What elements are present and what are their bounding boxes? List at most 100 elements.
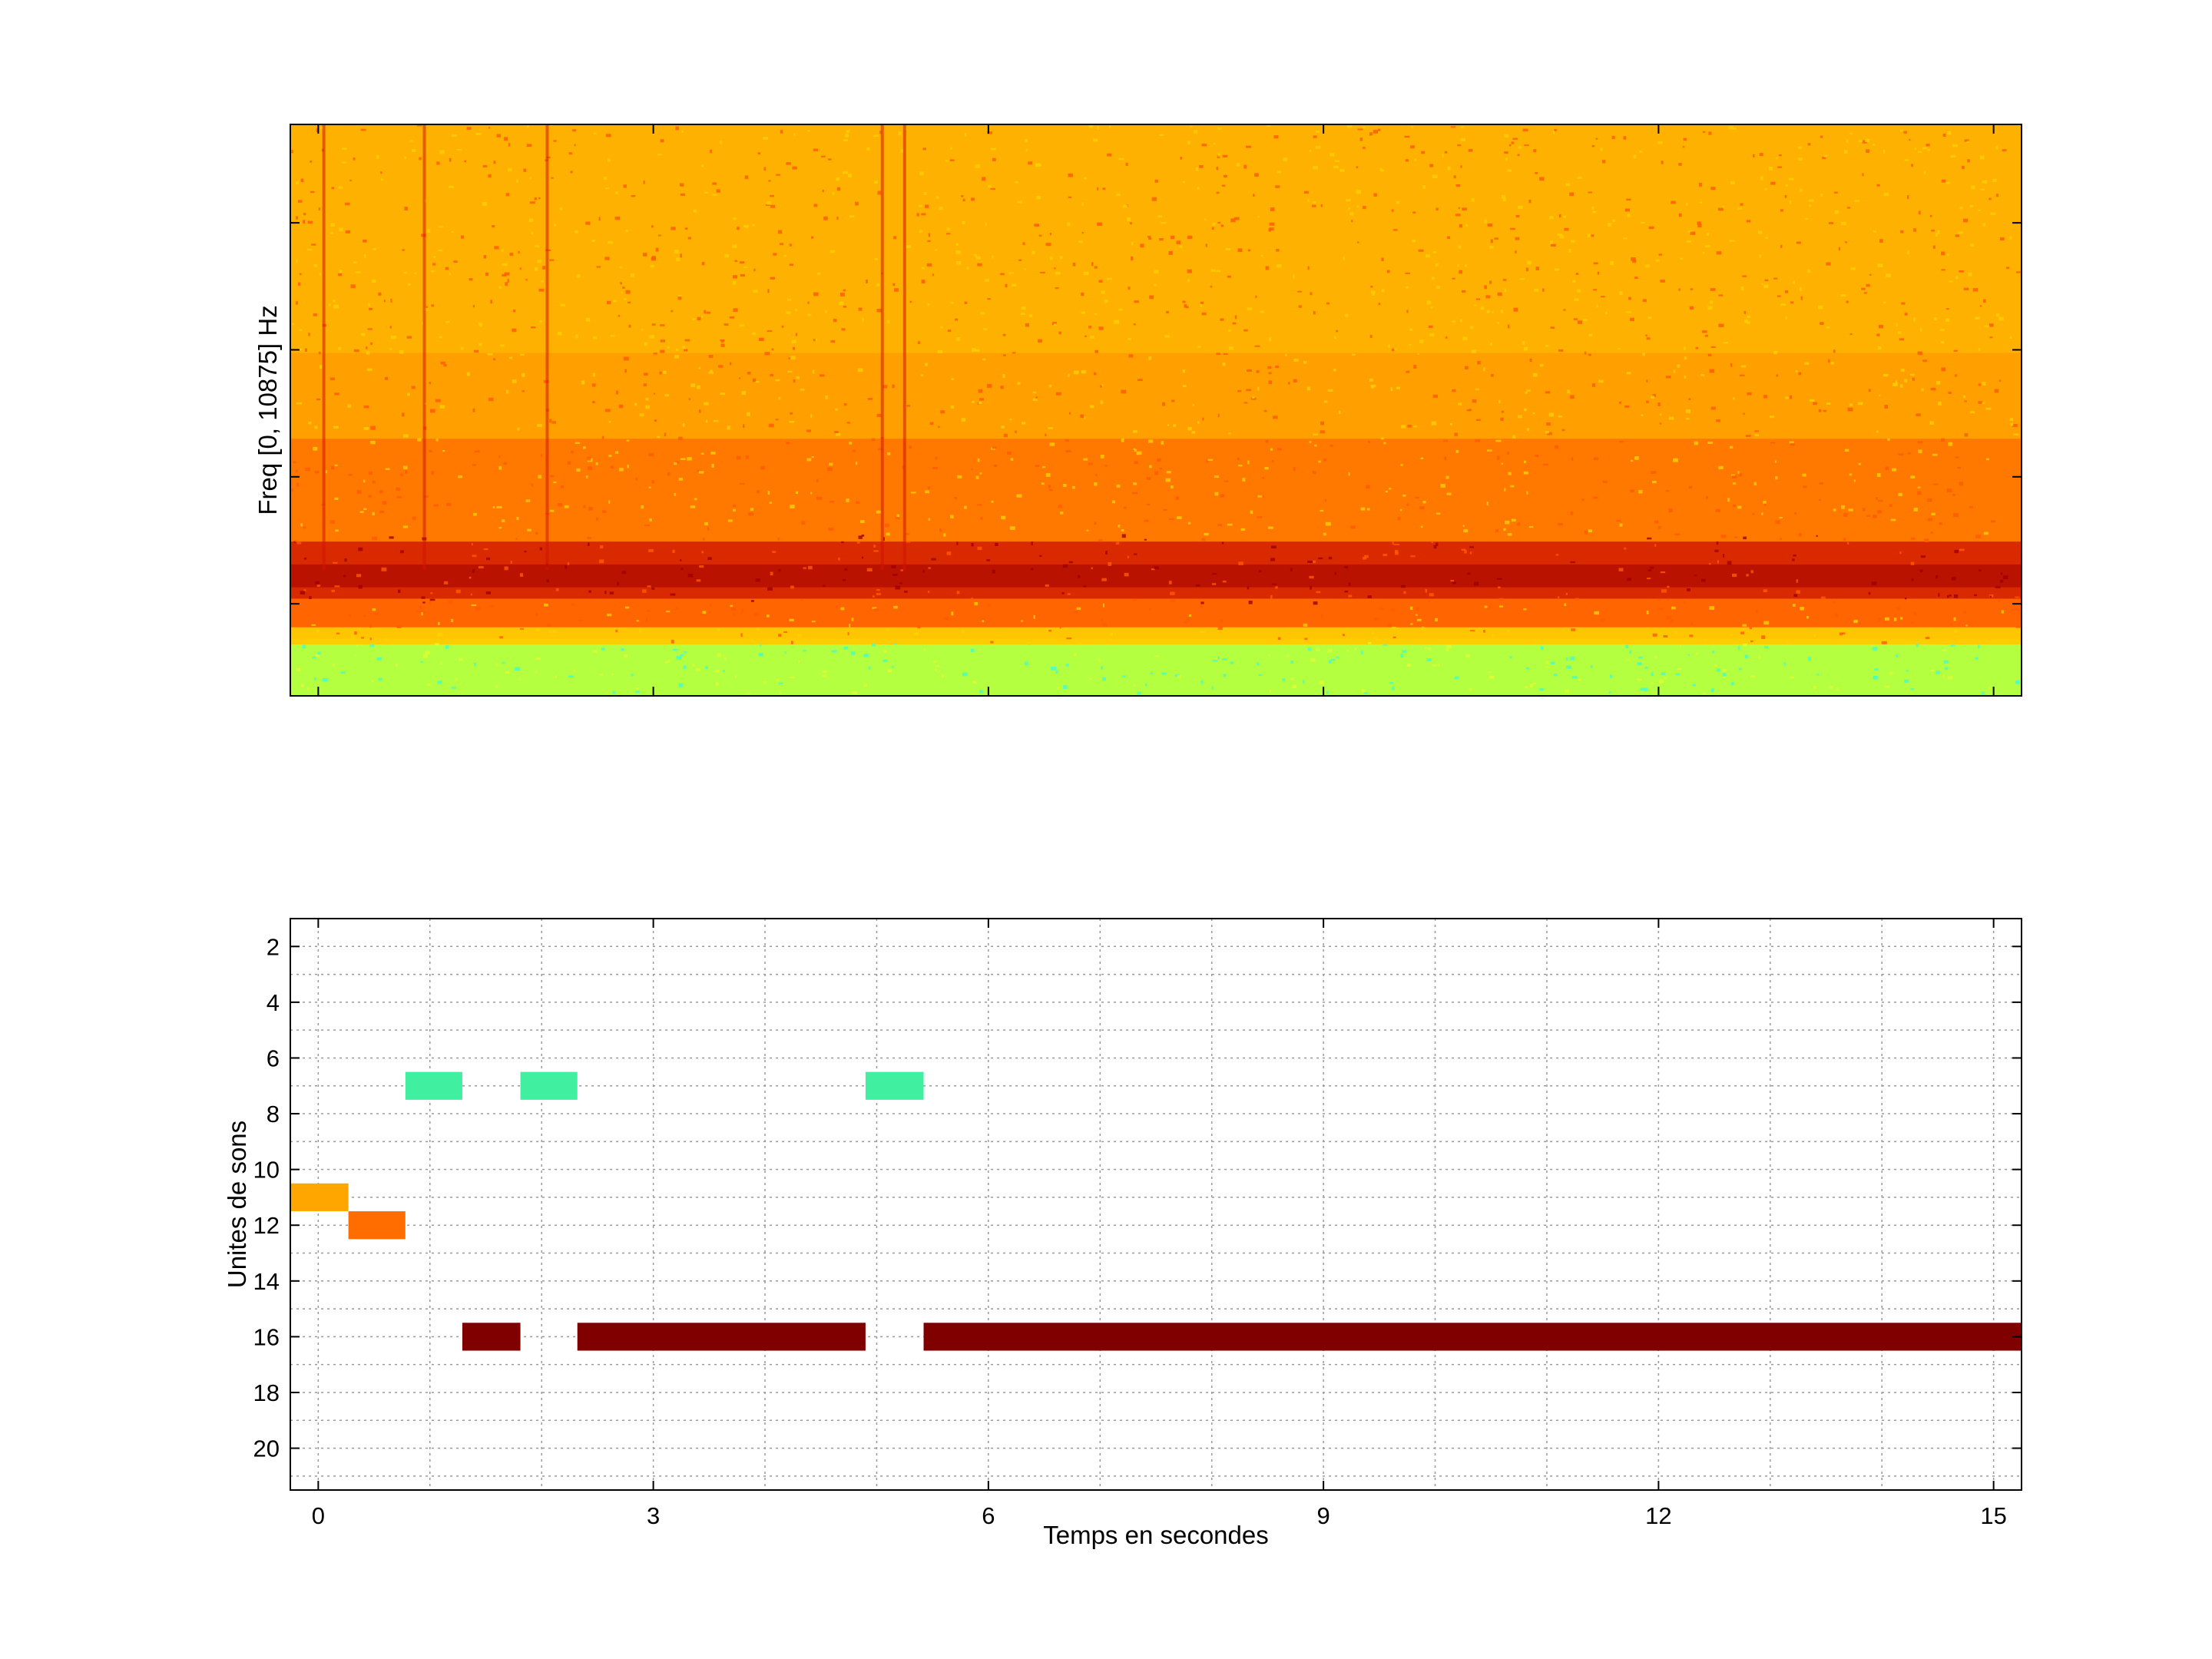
spectrogram-speckle bbox=[724, 323, 729, 326]
spectrogram-speckle bbox=[1069, 412, 1071, 415]
spectrogram-speckle bbox=[1490, 239, 1493, 243]
spectrogram-speckle bbox=[775, 379, 780, 382]
spectrogram-speckle bbox=[1290, 678, 1294, 680]
spectrogram-speckle bbox=[1094, 482, 1098, 486]
spectrogram-speckle bbox=[1148, 356, 1151, 360]
spectrogram-speckle bbox=[1756, 609, 1758, 614]
spectrogram-speckle bbox=[1689, 306, 1694, 310]
spectrogram-speckle bbox=[1654, 544, 1657, 547]
spectrogram-speckle bbox=[1222, 580, 1227, 583]
spectrogram-speckle bbox=[1730, 363, 1733, 367]
spectrogram-speckle bbox=[705, 666, 708, 670]
spectrogram-speckle bbox=[1474, 581, 1479, 586]
spectrogram-speckle bbox=[1657, 402, 1661, 406]
spectrogram-speckle bbox=[300, 178, 304, 183]
spectrogram-speckle bbox=[1348, 594, 1353, 598]
spectrogram-speckle bbox=[706, 311, 710, 314]
spectrogram-speckle bbox=[1673, 458, 1678, 462]
spectrogram-speckle bbox=[1452, 320, 1455, 323]
spectrogram-speckle bbox=[1492, 634, 1494, 638]
spectrogram-speckle bbox=[733, 217, 737, 220]
spectrogram-speckle bbox=[505, 193, 510, 197]
spectrogram-speckle bbox=[856, 501, 860, 505]
spectrogram-speckle bbox=[642, 253, 647, 257]
spectrogram-speckle bbox=[1826, 402, 1831, 405]
spectrogram-speckle bbox=[1843, 150, 1848, 154]
spectrogram-speckle bbox=[307, 220, 313, 224]
spectrogram-speckle bbox=[1588, 333, 1593, 336]
spectrogram-speckle bbox=[1889, 504, 1892, 507]
spectrogram-speckle bbox=[1462, 525, 1465, 527]
spectrogram-speckle bbox=[977, 263, 982, 267]
spectrogram-speckle bbox=[1718, 207, 1724, 211]
spectrogram-speckle bbox=[1048, 629, 1051, 632]
spectrogram-speckle bbox=[1205, 243, 1207, 247]
spectrogram-speckle bbox=[1764, 502, 1767, 506]
spectrogram-speckle bbox=[1679, 645, 1681, 648]
spectrogram-speckle bbox=[1770, 181, 1776, 185]
spectrogram-speckle bbox=[813, 204, 818, 207]
spectrogram-speckle bbox=[1468, 149, 1473, 152]
spectrogram-speckle bbox=[471, 543, 473, 546]
spectrogram-speckle bbox=[962, 672, 968, 677]
spectrogram-speckle bbox=[1879, 394, 1881, 397]
spectrogram-speckle bbox=[1686, 240, 1691, 243]
spectrogram-speckle bbox=[634, 402, 637, 406]
spectrogram-speckle bbox=[680, 193, 685, 196]
spectrogram-speckle bbox=[376, 657, 382, 661]
spectrogram-speckle bbox=[537, 424, 542, 427]
spectrogram-speckle bbox=[1859, 622, 1860, 624]
spectrogram-speckle bbox=[1788, 177, 1794, 180]
spectrogram-speckle bbox=[439, 150, 445, 154]
spectrogram-speckle bbox=[811, 456, 814, 459]
spectrogram-speckle bbox=[1807, 657, 1811, 661]
spectrogram-speckle bbox=[778, 396, 781, 400]
spectrogram-speckle bbox=[360, 128, 366, 131]
spectrogram-speckle bbox=[585, 221, 591, 225]
spectrogram-speckle bbox=[1683, 601, 1686, 604]
spectrogram-speckle bbox=[688, 398, 690, 401]
spectrogram-speckle bbox=[1307, 647, 1311, 651]
spectrogram-speckle bbox=[825, 395, 828, 399]
spectrogram-speckle bbox=[986, 559, 991, 561]
spectrogram-speckle bbox=[495, 685, 498, 688]
spectrogram-speckle bbox=[950, 405, 955, 409]
spectrogram-speckle bbox=[660, 324, 665, 326]
spectrogram-speckle bbox=[704, 191, 709, 194]
spectrogram-speckle bbox=[1658, 253, 1663, 256]
spectrogram-speckle bbox=[1118, 308, 1123, 311]
spectrogram-speckle bbox=[1443, 439, 1448, 442]
spectrogram-speckle bbox=[1505, 157, 1508, 161]
spectrogram-speckle bbox=[1154, 270, 1159, 273]
spectrogram-speckle bbox=[1134, 553, 1137, 555]
spectrogram-speckle bbox=[1790, 301, 1794, 304]
spectrogram-speckle bbox=[1416, 618, 1422, 621]
spectrogram-speckle bbox=[1389, 488, 1392, 490]
spectrogram-speckle bbox=[653, 353, 657, 355]
spectrogram-speckle bbox=[756, 490, 760, 494]
spectrogram-speckle bbox=[369, 307, 373, 310]
spectrogram-speckle bbox=[382, 501, 387, 505]
spectrogram-speckle bbox=[1382, 554, 1387, 557]
spectrogram-speckle bbox=[1918, 210, 1921, 215]
spectrogram-speckle bbox=[1486, 502, 1488, 505]
spectrogram-speckle bbox=[1906, 670, 1909, 672]
spectrogram-speckle bbox=[909, 300, 912, 303]
spectrogram-speckle bbox=[1055, 287, 1059, 290]
spectrogram-speckle bbox=[605, 134, 611, 137]
spectrogram-speckle bbox=[1879, 324, 1884, 329]
spectrogram-speckle bbox=[1184, 304, 1187, 308]
spectrogram-speckle bbox=[1510, 485, 1515, 488]
spectrogram-speckle bbox=[1889, 671, 1893, 675]
spectrogram-speckle bbox=[1405, 286, 1409, 289]
spectrogram-speckle bbox=[1558, 596, 1560, 598]
spectrogram-speckle bbox=[1323, 532, 1326, 536]
spectrogram-speckle bbox=[291, 150, 293, 154]
spectrogram-speckle bbox=[546, 601, 549, 604]
spectrogram-speckle bbox=[1995, 194, 1999, 197]
spectrogram-speckle bbox=[992, 446, 997, 449]
spectrogram-speckle bbox=[1131, 257, 1134, 260]
spectrogram-speckle bbox=[1616, 520, 1621, 522]
spectrogram-speckle bbox=[1792, 558, 1795, 561]
spectrogram-speckle bbox=[1646, 379, 1648, 382]
